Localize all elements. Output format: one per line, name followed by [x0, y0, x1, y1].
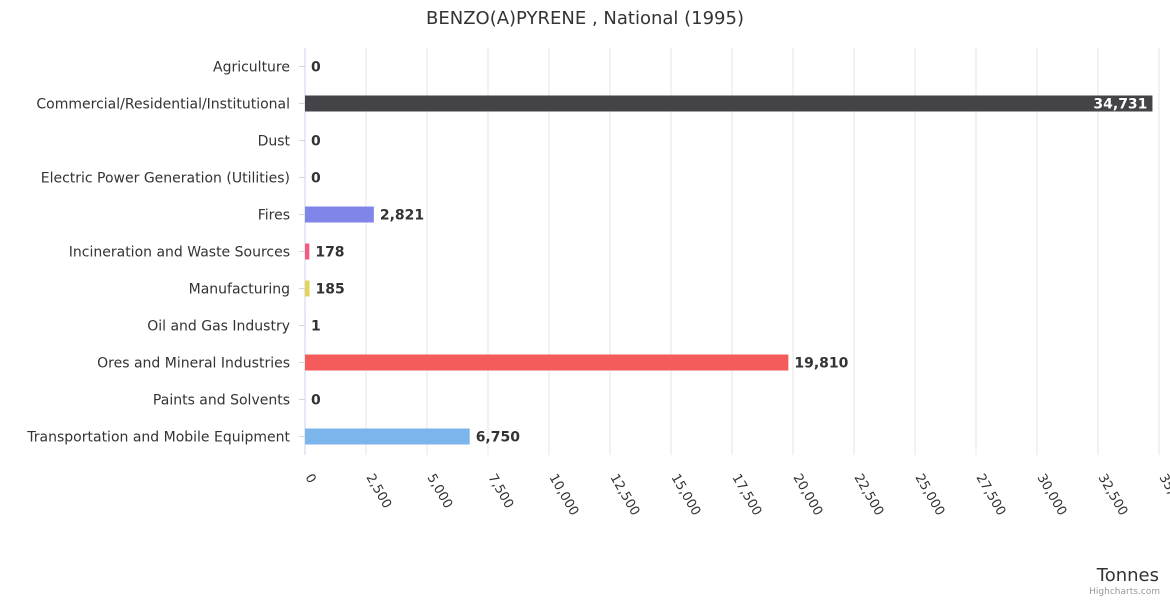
- category-label: Transportation and Mobile Equipment: [26, 430, 290, 446]
- tick-label: 22,500: [851, 472, 887, 519]
- tick-label: 30,000: [1034, 472, 1070, 519]
- bar[interactable]: [305, 354, 789, 371]
- category-label: Incineration and Waste Sources: [69, 245, 290, 261]
- data-labels: 0 34,731 0 0 2,821 178 185 1 19,810 0 6,750: [311, 60, 1148, 446]
- category-label: Commercial/Residential/Institutional: [36, 97, 290, 113]
- category-label: Agriculture: [213, 60, 290, 76]
- bar[interactable]: [305, 95, 1153, 112]
- tick-labels: 0 2,500 5,000 7,500 10,000 12,500 15,000 17,500…: [302, 472, 1170, 519]
- bar[interactable]: [305, 428, 470, 445]
- category-label: Electric Power Generation (Utilities): [41, 171, 290, 187]
- tick-label: 20,000: [790, 472, 826, 519]
- category-label: Fires: [258, 208, 290, 224]
- data-label: 0: [311, 393, 321, 409]
- category-label: Dust: [258, 134, 291, 150]
- tick-label: 7,500: [485, 472, 517, 512]
- value-axis-title: Tonnes: [1096, 565, 1159, 586]
- data-label: 19,810: [794, 356, 848, 372]
- data-label: 0: [311, 134, 321, 150]
- data-label: 178: [315, 245, 344, 261]
- data-label: 185: [316, 282, 345, 298]
- grid-lines: [299, 48, 1160, 455]
- bar[interactable]: [305, 206, 374, 223]
- bars: [305, 95, 1153, 445]
- category-label: Oil and Gas Industry: [147, 319, 290, 335]
- chart-title: BENZO(A)PYRENE , National (1995): [426, 8, 744, 29]
- category-label: Paints and Solvents: [153, 393, 290, 409]
- data-label: 1: [311, 319, 321, 335]
- data-label: 0: [311, 60, 321, 76]
- tick-label: 0: [302, 472, 319, 487]
- tick-label: 10,000: [546, 472, 582, 519]
- tick-label: 27,500: [973, 472, 1009, 519]
- data-label: 34,731: [1093, 97, 1147, 113]
- tick-label: 12,500: [607, 472, 643, 519]
- bar[interactable]: [305, 243, 310, 260]
- data-label: 2,821: [380, 208, 424, 224]
- data-label: 0: [311, 171, 321, 187]
- tick-label: 17,500: [729, 472, 765, 519]
- tick-label: 2,500: [363, 472, 395, 512]
- tick-label: 32,500: [1095, 472, 1131, 519]
- bar[interactable]: [305, 280, 310, 297]
- credits-link[interactable]: Highcharts.com: [1089, 587, 1160, 597]
- category-labels: Agriculture Commercial/Residential/Instit…: [26, 60, 290, 446]
- tick-label: 5,000: [424, 472, 456, 512]
- category-label: Manufacturing: [189, 282, 290, 298]
- category-label: Ores and Mineral Industries: [97, 356, 290, 372]
- tick-label: 15,000: [668, 472, 704, 519]
- tick-label: 25,000: [912, 472, 948, 519]
- tick-label: 35,000: [1156, 472, 1170, 519]
- data-label: 6,750: [476, 430, 521, 446]
